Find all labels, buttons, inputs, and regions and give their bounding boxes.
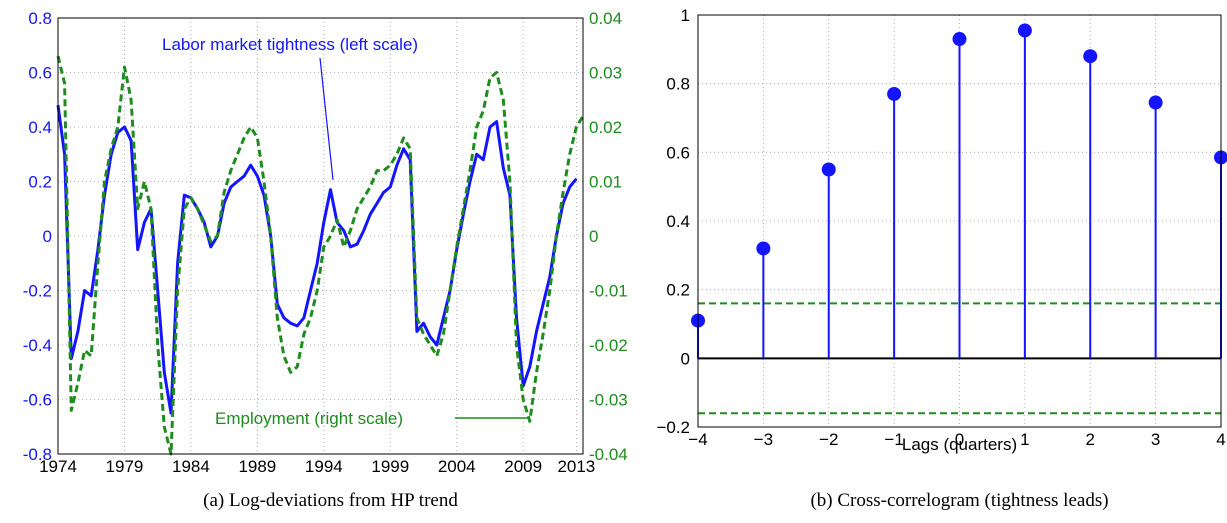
- panel-a-x-tick-label: 2013: [557, 457, 595, 476]
- panel-a-right-y-tick-label: 0.04: [589, 9, 622, 28]
- panel-a-right-y-ticks: 0.04 0.03 0.02 0.01 0 -0.01 -0.02 -0.03 -0.04: [589, 9, 628, 464]
- panel-a-right-y-tick-label: -0.03: [589, 391, 628, 410]
- panel-a-left-y-tick-label: 0.8: [28, 9, 52, 28]
- panel-a-left-y-tick-label: 0.2: [28, 173, 52, 192]
- panel-b-x-tick-label: 4: [1216, 430, 1225, 449]
- panel-a-left-y-tick-label: -0.4: [23, 336, 52, 355]
- panel-b-x-tick-label: 1: [1020, 430, 1029, 449]
- panel-a-x-tick-label: 1989: [238, 457, 276, 476]
- stem-marker: [756, 241, 771, 256]
- stem-marker: [1083, 49, 1098, 64]
- panel-a-x-tick-label: 1984: [172, 457, 210, 476]
- panel-b-x-tick-label: −1: [884, 430, 903, 449]
- panel-a-series: [56, 55, 585, 456]
- stem-marker: [1017, 23, 1032, 38]
- stem-marker: [821, 162, 836, 177]
- panel-a-left-y-tick-label: -0.8: [23, 445, 52, 464]
- employment-series-line: [56, 55, 585, 456]
- panel-a-x-tick-label: 1979: [106, 457, 144, 476]
- panel-b-x-tick-label: −4: [688, 430, 707, 449]
- panel-a: 1974 1979 1984 1989 1994 1999 2004 2009 2013 0.8…: [23, 9, 628, 511]
- panel-a-right-y-tick-label: 0.02: [589, 118, 622, 137]
- stem-marker: [952, 32, 967, 47]
- tightness-series-line: [56, 105, 578, 415]
- panel-b-x-tick-label: 2: [1086, 430, 1095, 449]
- panel-a-right-y-tick-label: -0.02: [589, 336, 628, 355]
- panel-b-y-tick-label: 0: [681, 349, 690, 368]
- stem-marker: [887, 86, 902, 101]
- tightness-annotation-pointer: [319, 57, 334, 181]
- panel-a-x-tick-label: 1999: [371, 457, 409, 476]
- panel-b: −4 −3 −2 −1 0 1 2 3 4 1 0.8 0.6 0.4 0.2 0 −0.2 Lags (q…: [656, 6, 1227, 511]
- panel-a-right-y-tick-label: -0.04: [589, 445, 628, 464]
- stem-marker: [1148, 95, 1163, 110]
- panel-b-x-ticks: −4 −3 −2 −1 0 1 2 3 4: [688, 430, 1225, 449]
- panel-a-right-y-tick-label: -0.01: [589, 282, 628, 301]
- panel-a-x-ticks: 1974 1979 1984 1989 1994 1999 2004 2009 2013: [39, 457, 595, 476]
- panel-b-x-tick-label: −2: [819, 430, 838, 449]
- panel-a-right-y-tick-label: 0.03: [589, 64, 622, 83]
- panel-b-x-tick-label: 3: [1151, 430, 1160, 449]
- panel-b-caption: (b) Cross-correlogram (tightness leads): [810, 490, 1108, 511]
- panel-b-x-tick-label: 0: [955, 430, 964, 449]
- panel-a-caption: (a) Log-deviations from HP trend: [203, 490, 458, 511]
- panel-a-x-tick-label: 2009: [504, 457, 542, 476]
- panel-a-x-tick-label: 2004: [438, 457, 476, 476]
- tightness-annotation: Labor market tightness (left scale): [162, 35, 418, 54]
- panel-a-left-y-tick-label: 0: [43, 227, 52, 246]
- panel-b-x-axis-label: Lags (quarters): [902, 435, 1017, 454]
- panel-b-y-tick-label: −0.2: [656, 418, 690, 437]
- panel-b-stems: [691, 23, 1227, 359]
- panel-b-y-ticks: 1 0.8 0.6 0.4 0.2 0 −0.2: [656, 6, 690, 437]
- panel-a-left-y-tick-label: 0.4: [28, 118, 52, 137]
- panel-a-left-y-tick-label: -0.2: [23, 282, 52, 301]
- panel-a-frame: [57, 17, 584, 455]
- employment-annotation: Employment (right scale): [215, 409, 403, 428]
- panel-a-left-y-tick-label: 0.6: [28, 64, 52, 83]
- panel-b-y-tick-label: 0.4: [666, 212, 690, 231]
- panel-a-right-y-tick-label: 0: [589, 227, 598, 246]
- panel-b-frame: [697, 14, 1222, 428]
- panel-a-x-tick-label: 1994: [305, 457, 343, 476]
- panel-b-x-tick-label: −3: [754, 430, 773, 449]
- panel-a-x-tick-label: 1974: [39, 457, 77, 476]
- panel-b-y-tick-label: 1: [681, 6, 690, 25]
- panel-b-y-tick-label: 0.6: [666, 143, 690, 162]
- panel-b-y-tick-label: 0.8: [666, 75, 690, 94]
- panel-a-left-y-tick-label: -0.6: [23, 391, 52, 410]
- panel-a-right-y-tick-label: 0.01: [589, 173, 622, 192]
- panel-b-y-tick-label: 0.2: [666, 281, 690, 300]
- panel-b-confidence-band: [698, 302, 1221, 415]
- panel-a-left-y-ticks: 0.8 0.6 0.4 0.2 0 -0.2 -0.4 -0.6 -0.8: [23, 9, 52, 464]
